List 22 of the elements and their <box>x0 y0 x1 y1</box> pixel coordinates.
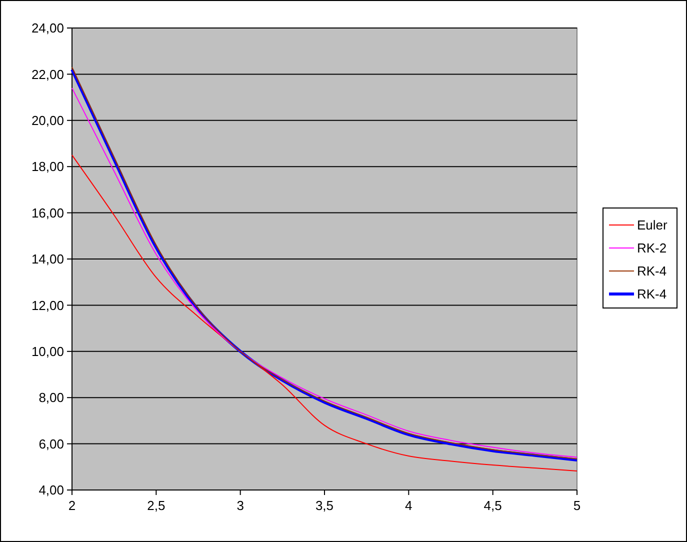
x-tick-label: 5 <box>573 498 581 513</box>
y-tick-label: 8,00 <box>38 390 64 406</box>
y-tick-label: 20,00 <box>31 112 64 128</box>
legend-label: Euler <box>637 218 668 233</box>
y-tick-label: 10,00 <box>31 344 64 359</box>
legend-label: RK-4 <box>637 264 667 279</box>
x-tick-label: 3 <box>236 498 244 513</box>
legend-label: RK-4 <box>637 286 667 302</box>
y-tick-label: 12,00 <box>31 298 64 313</box>
x-tick-label: 2 <box>68 498 76 513</box>
x-tick-label: 4,5 <box>484 498 502 513</box>
y-tick-label: 24,00 <box>31 20 64 36</box>
y-tick-label: 4,00 <box>38 482 64 498</box>
x-tick-label: 3,5 <box>315 498 334 513</box>
x-tick-label: 4 <box>405 498 412 513</box>
y-tick-label: 16,00 <box>31 205 64 220</box>
y-tick-label: 22,00 <box>31 66 64 82</box>
y-tick-label: 18,00 <box>31 159 64 174</box>
y-tick-label: 14,00 <box>31 252 64 267</box>
x-tick-label: 2,5 <box>147 498 166 513</box>
legend-label: RK-2 <box>637 240 667 256</box>
y-tick-label: 6,00 <box>38 436 64 452</box>
